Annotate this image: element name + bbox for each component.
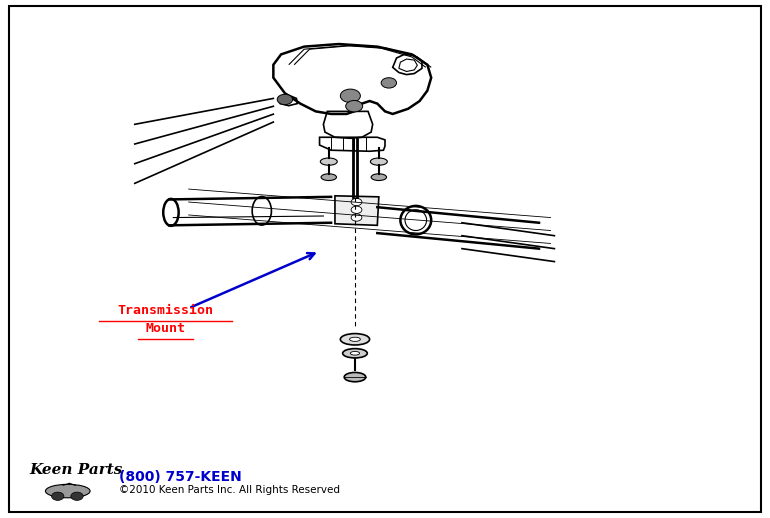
Ellipse shape	[340, 334, 370, 345]
Circle shape	[277, 94, 293, 105]
Circle shape	[71, 492, 83, 500]
Circle shape	[346, 100, 363, 112]
Ellipse shape	[343, 349, 367, 358]
Ellipse shape	[321, 174, 336, 181]
Ellipse shape	[371, 174, 387, 181]
Polygon shape	[335, 196, 379, 225]
Ellipse shape	[344, 372, 366, 382]
Ellipse shape	[320, 158, 337, 165]
Text: (800) 757-KEEN: (800) 757-KEEN	[119, 470, 242, 484]
Ellipse shape	[45, 484, 90, 498]
Text: Mount: Mount	[146, 322, 186, 336]
Text: ©2010 Keen Parts Inc. All Rights Reserved: ©2010 Keen Parts Inc. All Rights Reserve…	[119, 485, 340, 495]
Text: Transmission: Transmission	[118, 304, 213, 318]
Circle shape	[351, 206, 362, 213]
Ellipse shape	[350, 352, 360, 355]
Ellipse shape	[350, 337, 360, 341]
Circle shape	[351, 214, 362, 221]
Circle shape	[381, 78, 397, 88]
Circle shape	[351, 198, 362, 206]
Ellipse shape	[370, 158, 387, 165]
Text: Keen Parts: Keen Parts	[29, 463, 122, 477]
Circle shape	[340, 89, 360, 103]
Circle shape	[52, 492, 64, 500]
